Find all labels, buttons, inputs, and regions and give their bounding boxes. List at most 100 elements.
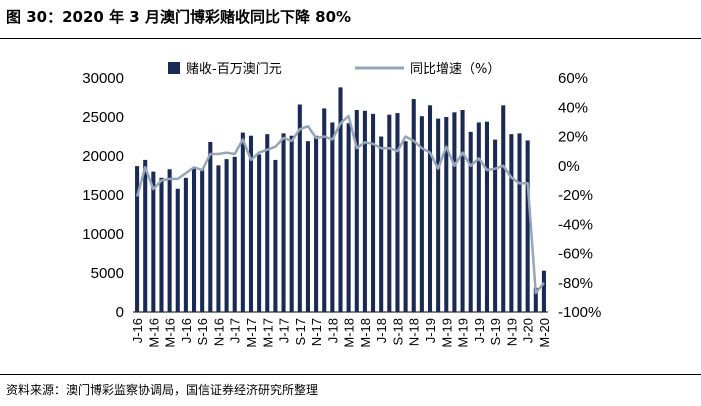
- bar: [403, 141, 408, 312]
- y-axis-left: 0 5000 10000 15000 20000 25000 30000: [82, 70, 124, 321]
- x-tick-label: J-17: [277, 318, 292, 343]
- bar: [305, 141, 310, 312]
- bar: [346, 123, 351, 313]
- bar: [541, 270, 546, 312]
- x-tick-label: M-20: [537, 318, 552, 348]
- x-tick-label: J-18: [325, 318, 340, 343]
- x-tick-label: J-17: [228, 318, 243, 343]
- bar: [517, 133, 522, 312]
- bar: [371, 113, 376, 312]
- bar: [281, 133, 286, 312]
- bar: [452, 112, 457, 312]
- bar: [191, 167, 197, 312]
- x-axis: J-16 M-16 M-16 J-16 S-16 N-16 J-17 M-17 M-17 J-17…: [130, 318, 552, 348]
- bar: [314, 135, 319, 312]
- bar: [493, 139, 498, 312]
- legend-bar-swatch: [168, 62, 180, 74]
- x-tick-label: J-19: [423, 318, 438, 343]
- bar: [224, 159, 229, 312]
- y-right-tick-label: 40%: [558, 99, 588, 116]
- x-tick-label: J-19: [472, 318, 487, 343]
- y-left-tick-label: 10000: [82, 226, 124, 243]
- bar: [240, 132, 245, 312]
- bar: [427, 105, 433, 312]
- x-tick-label: N-16: [211, 318, 226, 346]
- y-left-tick-label: 20000: [82, 148, 124, 165]
- x-tick-label: S-16: [195, 318, 210, 345]
- bar-series: [135, 87, 546, 313]
- figure-title: 图 30：2020 年 3 月澳门博彩赌收同比下降 80%: [6, 8, 352, 26]
- x-tick-label: M-17: [244, 318, 259, 348]
- bar: [436, 118, 441, 312]
- bar: [330, 122, 335, 313]
- bar: [476, 122, 481, 313]
- bar: [175, 188, 180, 312]
- x-tick-label: N-17: [309, 318, 324, 346]
- bar: [143, 159, 148, 312]
- bar: [151, 171, 156, 312]
- legend: 赌收-百万澳门元 同比增速（%）: [168, 61, 500, 77]
- y-right-tick-label: 0%: [558, 158, 580, 175]
- bar: [216, 165, 221, 312]
- bar: [533, 287, 538, 312]
- bar: [395, 113, 400, 312]
- bar: [484, 121, 490, 313]
- x-tick-label: J-16: [179, 318, 194, 343]
- y-right-tick-label: -60%: [558, 246, 593, 263]
- bar: [248, 135, 254, 312]
- bar: [379, 136, 384, 312]
- bar: [387, 114, 392, 312]
- x-tick-label: M-18: [358, 318, 373, 348]
- y-right-tick-label: -20%: [558, 187, 593, 204]
- y-left-tick-label: 15000: [82, 187, 124, 204]
- bar: [208, 141, 213, 312]
- y-left-tick-label: 0: [116, 304, 124, 321]
- x-tick-label: J-18: [374, 318, 389, 343]
- bar: [257, 154, 262, 312]
- bar: [183, 177, 188, 312]
- legend-bar-label: 赌收-百万澳门元: [186, 61, 282, 77]
- bottom-rule: [0, 374, 701, 375]
- bar: [362, 110, 367, 312]
- y-left-tick-label: 30000: [82, 70, 124, 87]
- y-right-tick-label: -80%: [558, 275, 593, 292]
- bar: [232, 156, 237, 312]
- bar: [273, 159, 278, 312]
- bar: [135, 166, 140, 312]
- bar: [411, 99, 416, 312]
- bar: [525, 140, 530, 312]
- x-tick-label: S-18: [390, 318, 405, 345]
- x-tick-label: M-19: [456, 318, 471, 348]
- bar: [265, 134, 270, 312]
- bar: [460, 109, 465, 312]
- x-tick-label: M-17: [260, 318, 275, 348]
- x-tick-label: M-16: [163, 318, 178, 348]
- y-axis-right: -100% -80% -60% -40% -20% 0% 20% 40% 60%: [558, 70, 601, 321]
- y-right-tick-label: 60%: [558, 70, 588, 87]
- bar: [468, 131, 473, 312]
- y-right-tick-label: 20%: [558, 129, 588, 146]
- x-tick-label: S-19: [488, 318, 503, 345]
- bar: [322, 108, 327, 312]
- x-tick-label: M-16: [146, 318, 161, 348]
- x-tick-label: N-18: [407, 318, 422, 346]
- x-tick-label: M-19: [439, 318, 454, 348]
- bar: [289, 135, 294, 312]
- y-right-tick-label: -40%: [558, 216, 593, 233]
- x-tick-label: N-19: [504, 318, 519, 346]
- bar: [419, 116, 424, 312]
- yoy-line: [135, 114, 545, 295]
- bar: [297, 104, 302, 313]
- y-left-tick-label: 25000: [82, 109, 124, 126]
- bar: [159, 177, 164, 312]
- bar: [444, 117, 449, 312]
- bar: [501, 105, 506, 312]
- x-tick-label: S-17: [293, 318, 308, 345]
- bar: [338, 87, 343, 312]
- x-tick-label: J-16: [130, 318, 145, 343]
- bar: [200, 168, 205, 312]
- x-tick-label: M-18: [342, 318, 357, 348]
- y-left-tick-label: 5000: [91, 265, 124, 282]
- figure-source: 资料来源：澳门博彩监察协调局，国信证券经济研究所整理: [6, 383, 319, 397]
